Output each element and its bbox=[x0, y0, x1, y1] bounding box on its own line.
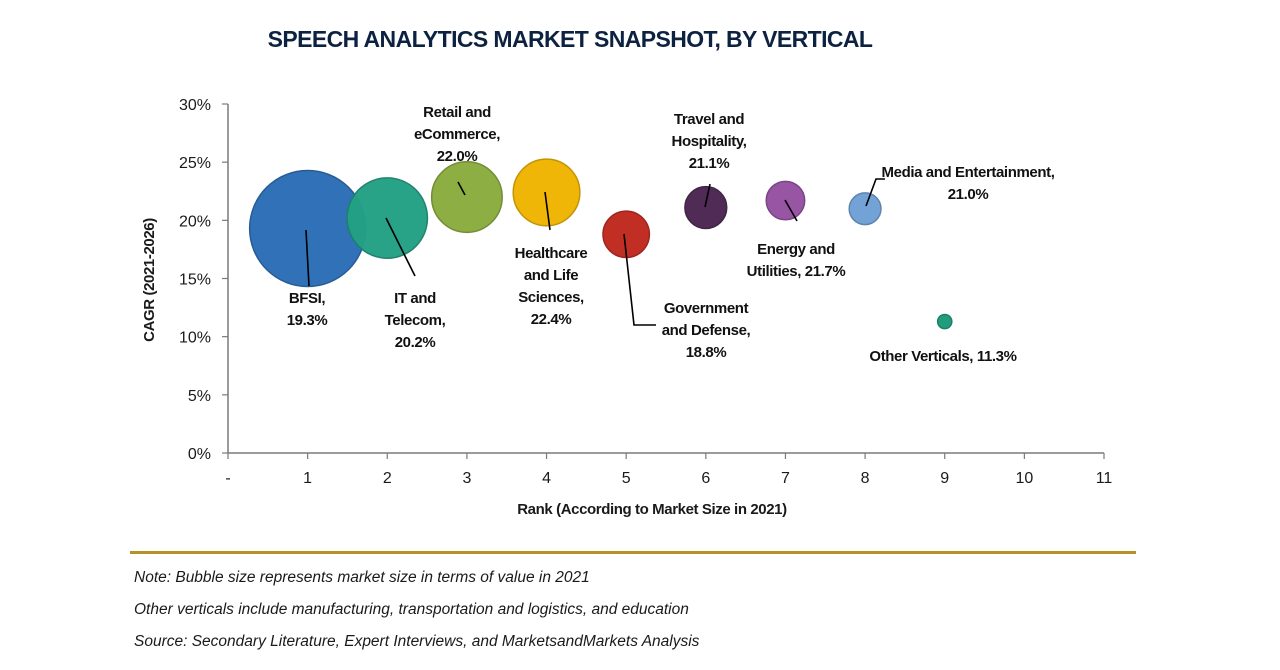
x-tick-label: 11 bbox=[1096, 470, 1113, 487]
y-tick-label: 10% bbox=[179, 330, 211, 347]
x-tick-label: 8 bbox=[861, 470, 870, 487]
bubbles bbox=[248, 158, 953, 330]
bubble-it-and-telecom bbox=[346, 177, 429, 259]
data-label: 22.4% bbox=[531, 311, 572, 328]
bubble-other-verticals bbox=[936, 313, 953, 330]
data-label: 18.8% bbox=[686, 344, 727, 361]
data-label: Sciences, bbox=[518, 289, 584, 306]
x-tick-label: 4 bbox=[542, 470, 551, 487]
bubble-healthcare-and-life-sciences bbox=[512, 158, 581, 227]
note-source: Source: Secondary Literature, Expert Int… bbox=[134, 633, 700, 650]
data-label: 21.1% bbox=[689, 155, 730, 172]
data-label: Government bbox=[664, 300, 749, 317]
bubble-media-and-entertainment bbox=[848, 192, 882, 226]
leader-line bbox=[704, 183, 711, 208]
x-tick-label: 9 bbox=[940, 470, 949, 487]
data-label: 19.3% bbox=[287, 312, 328, 329]
leader-line bbox=[385, 217, 416, 277]
y-tick-label: 5% bbox=[188, 388, 211, 405]
data-label: Telecom, bbox=[385, 312, 446, 329]
x-tick-label: 3 bbox=[462, 470, 471, 487]
data-label: 20.2% bbox=[395, 334, 436, 351]
data-label: 21.0% bbox=[948, 186, 989, 203]
data-label: Media and Entertainment, bbox=[882, 164, 1055, 181]
axes: 0% 5% 10% 15% 20% 25% 30% - 1 2 3 4 5 6 7 8 9 10 11 bbox=[179, 97, 1112, 487]
leader-line bbox=[305, 229, 310, 287]
y-tick-label: 20% bbox=[179, 213, 211, 230]
y-tick-label: 25% bbox=[179, 155, 211, 172]
leader-line bbox=[865, 178, 885, 207]
leader-line bbox=[784, 199, 798, 222]
y-tick-label: 30% bbox=[179, 97, 211, 114]
data-label: and Life bbox=[524, 267, 578, 284]
leader-lines bbox=[305, 178, 885, 326]
x-tick-label: 5 bbox=[622, 470, 631, 487]
footer-notes: Note: Bubble size represents market size… bbox=[134, 562, 699, 658]
x-tick-label: 6 bbox=[701, 470, 710, 487]
data-label: Retail and bbox=[423, 104, 491, 121]
data-label: Travel and bbox=[674, 111, 744, 128]
leader-line bbox=[623, 233, 656, 326]
y-tick-label: 15% bbox=[179, 272, 211, 289]
data-label: Healthcare bbox=[515, 245, 588, 262]
data-label: 22.0% bbox=[437, 148, 478, 165]
leader-line bbox=[544, 191, 551, 231]
chart-title: SPEECH ANALYTICS MARKET SNAPSHOT, BY VER… bbox=[268, 26, 873, 52]
x-tick-label: 2 bbox=[383, 470, 392, 487]
data-label: BFSI, bbox=[289, 290, 326, 307]
data-label: and Defense, bbox=[662, 322, 751, 339]
bubble-retail-and-ecommerce bbox=[430, 161, 503, 234]
x-tick-label: 1 bbox=[303, 470, 312, 487]
data-label: Hospitality, bbox=[672, 133, 747, 150]
data-label: Other Verticals, 11.3% bbox=[869, 348, 1016, 365]
footer-separator bbox=[130, 551, 1136, 554]
note-other-verticals: Other verticals include manufacturing, t… bbox=[134, 601, 689, 618]
y-axis-label: CAGR (2021-2026) bbox=[141, 218, 158, 342]
data-label: eCommerce, bbox=[414, 126, 500, 143]
x-tick-label: 7 bbox=[781, 470, 790, 487]
data-label: Energy and bbox=[757, 241, 835, 258]
x-tick-label: 10 bbox=[1015, 470, 1033, 487]
x-tick-label: - bbox=[225, 470, 230, 487]
y-tick-label: 0% bbox=[188, 446, 211, 463]
data-label: IT and bbox=[394, 290, 436, 307]
note-bubble-size: Note: Bubble size represents market size… bbox=[134, 569, 590, 586]
data-label: Utilities, 21.7% bbox=[747, 263, 846, 280]
data-labels: BFSI, 19.3% IT and Telecom, 20.2% Retail and e… bbox=[287, 104, 1055, 365]
x-axis-label: Rank (According to Market Size in 2021) bbox=[517, 501, 787, 518]
leader-line bbox=[457, 181, 466, 196]
bubble-travel-and-hospitality bbox=[684, 185, 728, 230]
